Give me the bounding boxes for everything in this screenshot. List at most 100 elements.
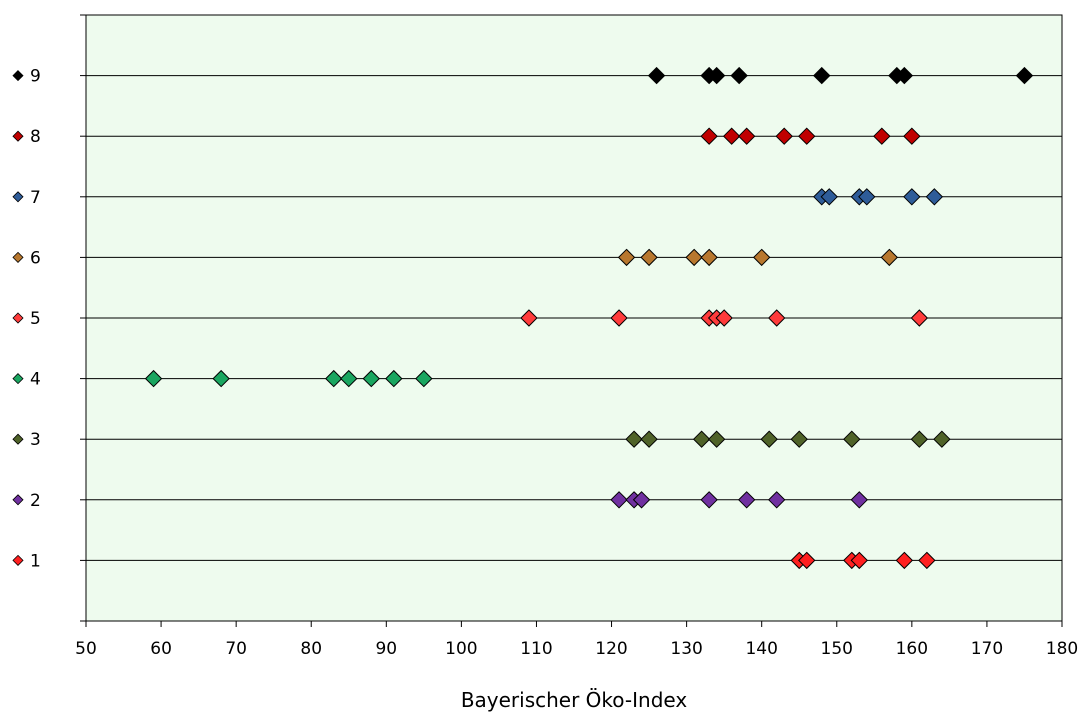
x-tick-label: 50	[75, 639, 97, 659]
legend-label: 5	[30, 309, 41, 329]
data-point	[925, 188, 944, 206]
legend-marker	[12, 312, 24, 324]
axes: 50 60 70 80 90 100 110 120 130 140 150 160 170 180	[75, 14, 1078, 659]
data-point	[858, 188, 876, 206]
data-point	[737, 127, 756, 145]
x-tick-label: 150	[821, 639, 853, 659]
data-point	[610, 309, 628, 327]
x-tick-label: 130	[670, 639, 702, 659]
data-point	[212, 369, 230, 388]
data-point	[730, 66, 748, 85]
data-point	[520, 309, 538, 327]
data-point	[933, 430, 951, 448]
legend-marker	[12, 494, 24, 506]
data-point	[385, 369, 403, 388]
legend-label: 4	[30, 370, 41, 390]
data-point	[685, 248, 703, 267]
legend-label: 3	[30, 430, 41, 450]
data-point	[610, 491, 628, 509]
data-point	[798, 127, 816, 145]
data-point	[1015, 66, 1034, 85]
data-point	[850, 491, 868, 509]
legend-marker	[12, 70, 24, 82]
legend-marker	[12, 433, 24, 445]
series-8	[700, 127, 921, 145]
x-tick-label: 110	[520, 639, 552, 659]
data-point	[895, 66, 914, 85]
x-tick-label: 80	[300, 639, 322, 659]
data-point	[700, 491, 718, 509]
legend-label: 2	[30, 491, 41, 511]
x-tick-label: 60	[150, 639, 172, 659]
data-point	[790, 430, 808, 448]
series-4	[144, 369, 433, 388]
legend-label: 9	[30, 67, 41, 87]
data-point	[640, 248, 658, 267]
data-point	[617, 248, 636, 267]
data-point	[918, 551, 936, 570]
data-point	[700, 127, 718, 145]
x-tick-label: 100	[445, 639, 477, 659]
data-point	[640, 430, 658, 448]
data-point	[707, 66, 726, 85]
data-point	[880, 248, 899, 267]
series-3	[625, 430, 951, 448]
data-point	[768, 491, 786, 509]
data-point	[813, 66, 831, 85]
x-tick-label: 70	[225, 639, 247, 659]
data-point	[843, 430, 861, 448]
data-point	[362, 369, 380, 388]
x-tick-label: 120	[595, 639, 627, 659]
x-tick-label: 140	[745, 639, 777, 659]
data-point	[910, 430, 929, 448]
x-axis-title: Bayerischer Öko-Index	[461, 688, 688, 712]
data-point	[647, 66, 666, 85]
data-point	[722, 127, 741, 145]
data-point	[737, 491, 756, 509]
data-point	[415, 369, 433, 388]
data-point	[715, 309, 733, 327]
series-9	[647, 66, 1034, 85]
data-point	[692, 430, 711, 448]
data-point	[873, 127, 891, 145]
data-point	[910, 309, 929, 327]
series-6	[617, 248, 899, 267]
legend-marker	[12, 130, 24, 142]
series-7	[813, 188, 944, 206]
data-point	[707, 430, 726, 448]
data-point	[820, 188, 838, 206]
series-5	[520, 309, 929, 327]
data-point	[798, 551, 816, 570]
legend-marker	[12, 554, 24, 566]
data-point	[775, 127, 793, 145]
data-point	[325, 369, 343, 388]
data-point	[632, 491, 651, 509]
legend-label: 6	[30, 248, 41, 268]
data-point	[625, 430, 643, 448]
x-tick-label: 170	[971, 639, 1003, 659]
legend-marker	[12, 191, 24, 203]
legend-label: 1	[30, 551, 41, 571]
legend-label: 7	[30, 188, 41, 208]
legend-marker	[12, 373, 24, 385]
data-point	[144, 369, 163, 388]
data-point	[768, 309, 786, 327]
legend-marker	[12, 251, 24, 263]
legend: 1 2 3 4 5 6 7 8 9	[12, 67, 41, 571]
x-tick-label: 90	[375, 639, 397, 659]
data-point	[760, 430, 778, 448]
legend-label: 8	[30, 127, 41, 147]
x-tick-label: 180	[1046, 639, 1078, 659]
data-point	[850, 551, 868, 570]
x-tick-label: 160	[896, 639, 928, 659]
data-point	[752, 248, 771, 267]
data-point	[700, 248, 718, 267]
series-2	[610, 491, 868, 509]
data-point	[340, 369, 358, 388]
data-point	[903, 188, 921, 206]
data-point	[903, 127, 921, 145]
data-markers	[144, 66, 1034, 570]
series-1	[790, 551, 936, 570]
